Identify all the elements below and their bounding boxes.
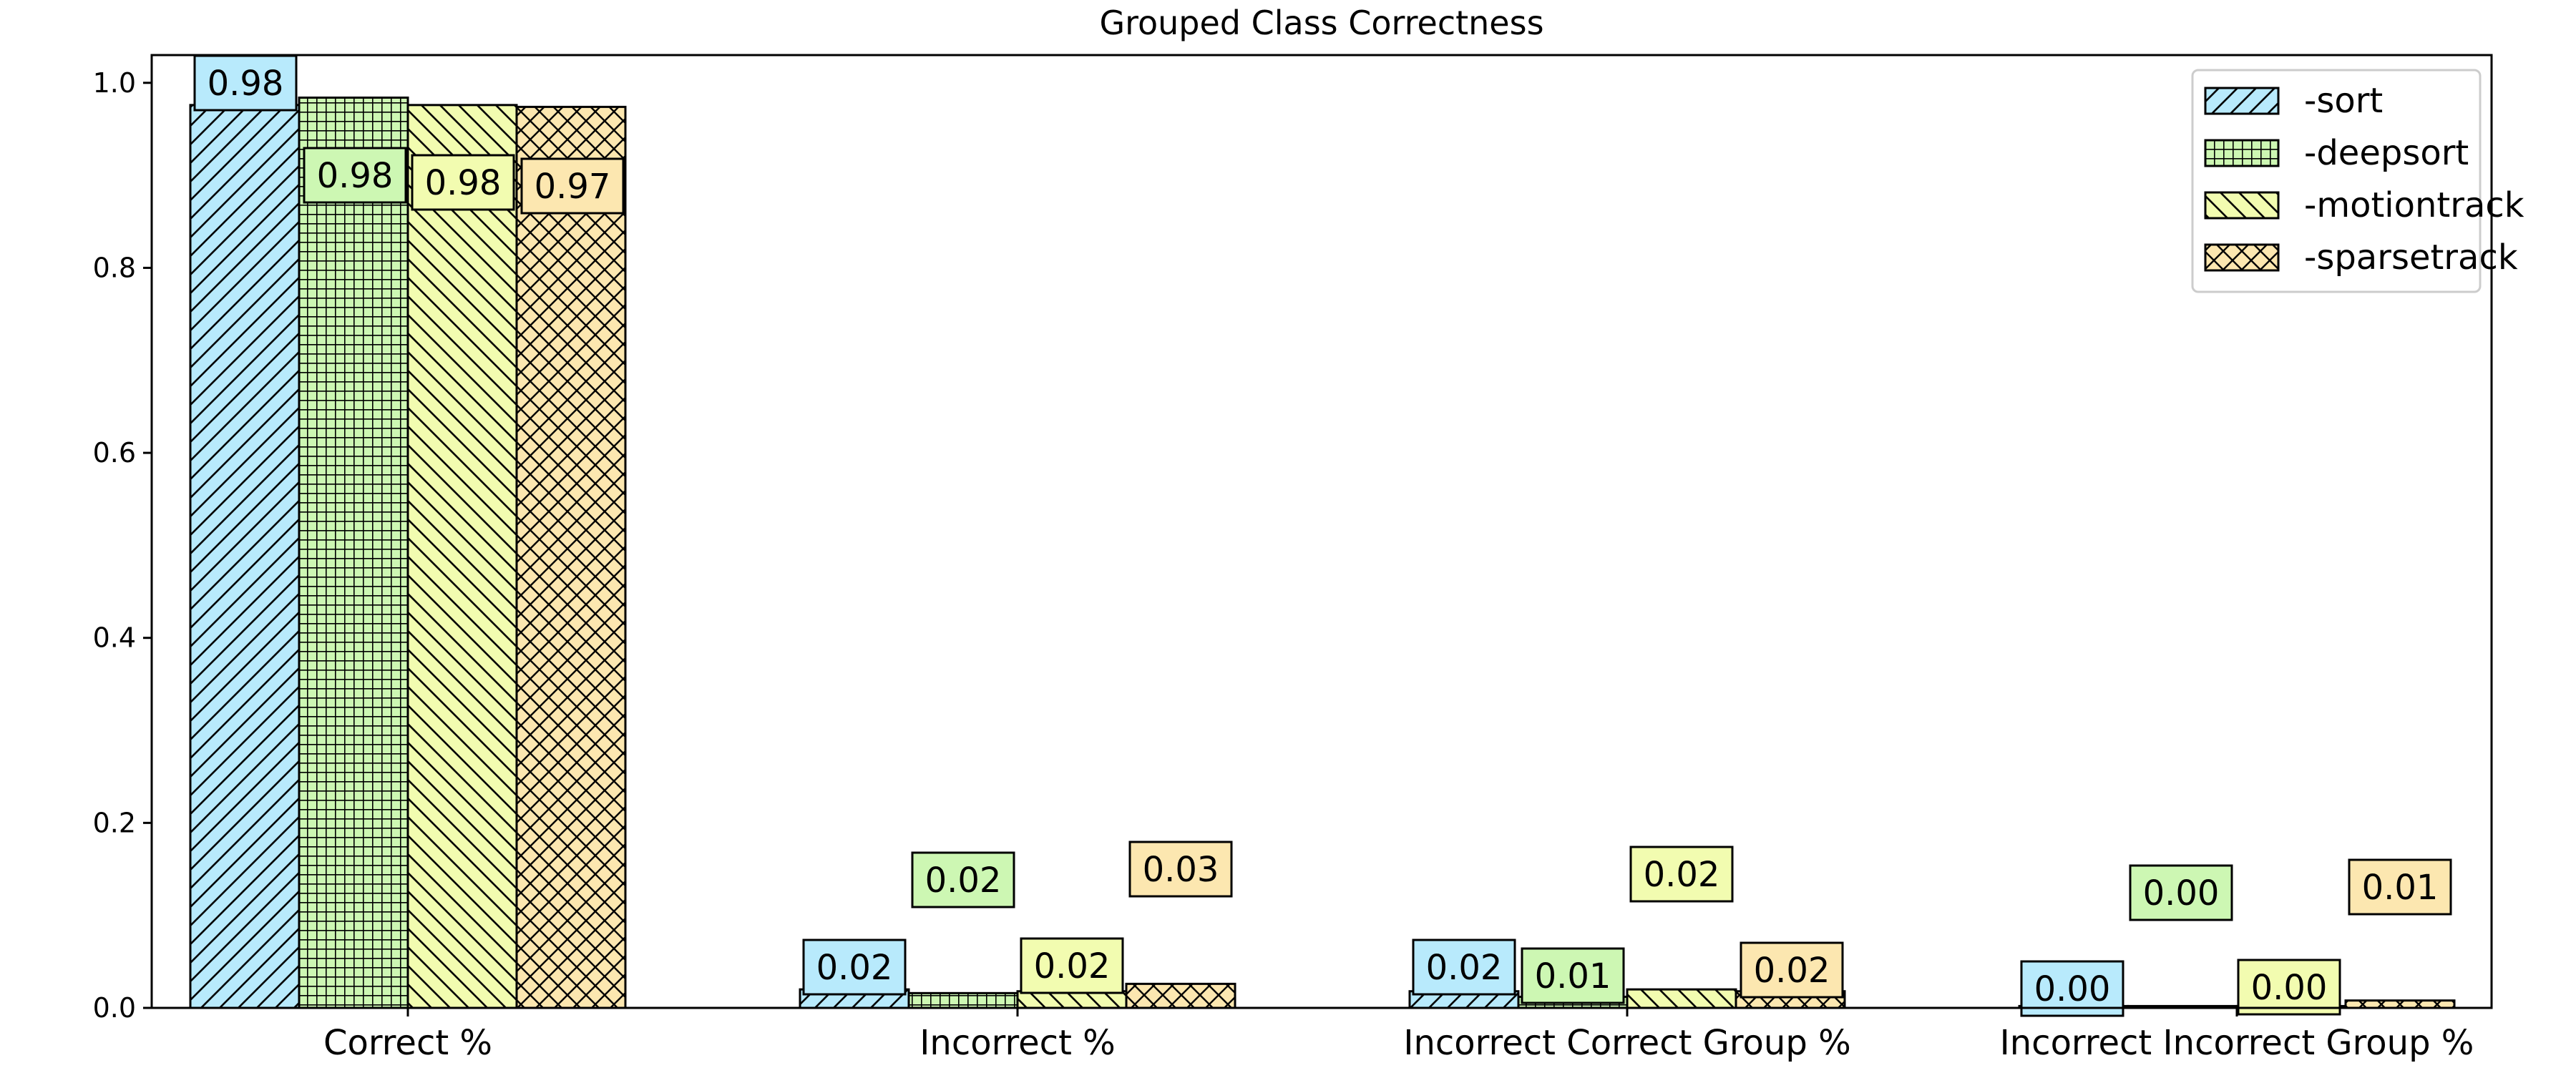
data-label: 0.03 <box>1143 850 1219 890</box>
data-label: 0.97 <box>535 167 611 207</box>
legend-label: -deepsort <box>2304 133 2469 173</box>
data-label: 0.00 <box>2143 873 2220 913</box>
x-axis: Correct % Incorrect % Incorrect Correct Gr… <box>323 1008 2474 1063</box>
legend-label: -sparsetrack <box>2304 237 2518 278</box>
bar <box>1626 988 1737 1009</box>
y-tick-label: 0.4 <box>93 622 136 654</box>
data-label: 0.00 <box>2251 968 2328 1008</box>
bar <box>515 105 627 1009</box>
y-tick-label: 0.2 <box>93 807 136 838</box>
data-label: 0.02 <box>1754 951 1830 991</box>
data-label: 0.02 <box>1644 855 1720 895</box>
data-label-box <box>193 54 298 112</box>
chart-title: Grouped Class Correctness <box>1099 4 1543 42</box>
plot-frame <box>150 54 2493 1009</box>
data-labels-group: 0.98 0.98 0.98 0.97 0.02 0.02 0.02 0.03 0.02 0.01… <box>193 54 2452 1017</box>
bar <box>1125 982 1236 1009</box>
data-label: 0.02 <box>1426 948 1503 988</box>
data-label-box <box>1740 941 1844 999</box>
data-label-box <box>802 939 907 996</box>
legend-swatch <box>2204 87 2280 115</box>
data-label-box <box>911 851 1015 908</box>
x-category-label: Incorrect % <box>919 1023 1116 1063</box>
data-label-box <box>303 147 407 204</box>
data-label: 0.01 <box>1535 956 1611 996</box>
data-label: 0.98 <box>208 64 284 104</box>
data-label: 0.02 <box>1034 946 1111 986</box>
data-label: 0.01 <box>2362 868 2439 908</box>
x-category-label: Incorrect Correct Group % <box>1403 1023 1850 1063</box>
data-label: 0.98 <box>425 163 502 203</box>
bar <box>2344 999 2456 1009</box>
bar <box>189 104 301 1009</box>
data-label-box <box>520 157 625 215</box>
data-label-box <box>2348 858 2452 916</box>
data-label-box <box>1020 937 1124 994</box>
legend-label: -sort <box>2304 81 2383 121</box>
x-category-label: Correct % <box>323 1023 492 1063</box>
data-label-box <box>1521 947 1625 1004</box>
x-category-label: Incorrect Incorrect Group % <box>2000 1023 2474 1063</box>
data-label: 0.02 <box>925 861 1002 901</box>
data-label-box <box>2129 864 2233 921</box>
legend-swatch <box>2204 139 2280 167</box>
legend: -sort -deepsort -motiontrack -sparsetrack <box>2191 69 2524 293</box>
y-tick-label: 0.0 <box>93 992 136 1024</box>
data-label-box <box>2020 960 2124 1017</box>
legend-label: -motiontrack <box>2304 185 2524 225</box>
y-tick-label: 0.8 <box>93 252 136 283</box>
bar <box>907 991 1019 1009</box>
data-label-box <box>2237 959 2341 1016</box>
data-label: 0.02 <box>816 948 893 988</box>
y-tick-label: 0.6 <box>93 437 136 469</box>
y-axis: 0.0 0.2 0.4 0.6 0.8 1.0 <box>93 67 152 1024</box>
bar <box>298 96 409 1009</box>
data-label-box <box>1412 939 1516 996</box>
legend-frame <box>2191 69 2482 293</box>
data-label-box <box>1629 846 1734 903</box>
legend-swatch <box>2204 191 2280 220</box>
data-label-box <box>1128 841 1233 898</box>
data-label: 0.98 <box>317 156 394 196</box>
bars-group <box>189 96 2456 1009</box>
legend-swatch <box>2204 243 2280 272</box>
y-tick-label: 1.0 <box>93 67 136 99</box>
data-label-box <box>411 154 515 211</box>
bar <box>406 104 518 1009</box>
data-label: 0.00 <box>2034 969 2111 1009</box>
